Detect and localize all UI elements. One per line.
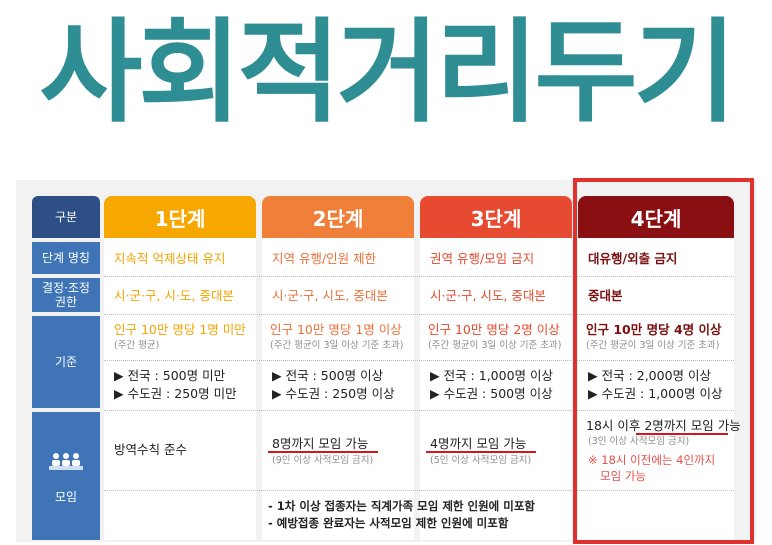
stage-3-authority: 시·군·구, 시도, 중대본 bbox=[430, 288, 546, 303]
stage-1-bullet-capital: ▶ 수도권 : 250명 미만 bbox=[114, 386, 237, 401]
stage-1-column bbox=[104, 238, 256, 540]
stage-1-bullet-national: ▶ 전국 : 500명 미만 bbox=[114, 368, 226, 383]
stage-4-criteria: 인구 10만 명당 4명 이상 bbox=[586, 322, 722, 337]
stage-1-criteria-note: (주간 평균) bbox=[114, 340, 160, 351]
row-divider bbox=[104, 314, 734, 315]
stage-3-header: 3단계 bbox=[420, 196, 572, 238]
stage-4-gathering-exception: ※ 18시 이전에는 4인까지 bbox=[588, 453, 716, 467]
page-title: 사회적거리두기 bbox=[39, 8, 736, 138]
stage-2-criteria-note: (주간 평균이 3일 이상 기준 초과) bbox=[270, 340, 404, 351]
stage-3-column bbox=[420, 238, 572, 540]
stage-2-criteria: 인구 10만 명당 1명 이상 bbox=[270, 322, 402, 337]
people-meeting-icon bbox=[49, 453, 83, 470]
stage-2-gathering-note: (9인 이상 사적모임 금지) bbox=[272, 455, 374, 466]
row-label-gathering: 모임 bbox=[32, 412, 100, 540]
row-label-category: 구분 bbox=[32, 196, 100, 238]
stage-3-gathering-underline bbox=[426, 451, 536, 453]
footnote-vaccinated-family: - 1차 이상 접종자는 직계가족 모임 제한 인원에 미포함 bbox=[268, 499, 535, 513]
stage-1-name: 지속적 억제상태 유지 bbox=[114, 251, 226, 266]
row-divider bbox=[104, 276, 734, 277]
stage-3-gathering-note: (5인 이상 사적모임 금지) bbox=[430, 455, 532, 466]
stage-3-bullet-national: ▶ 전국 : 1,000명 이상 bbox=[430, 368, 554, 383]
stage-1-header: 1단계 bbox=[104, 196, 256, 238]
stage-2-column bbox=[262, 238, 414, 540]
stage-2-gathering: 8명까지 모임 가능 bbox=[272, 436, 369, 451]
stage-3-criteria: 인구 10만 명당 2명 이상 bbox=[428, 322, 560, 337]
stage-4-gathering-main: 2명까지 모임 가능 bbox=[644, 418, 741, 433]
row-divider bbox=[104, 490, 734, 491]
stage-4-column bbox=[578, 238, 734, 540]
stage-4-authority: 중대본 bbox=[588, 288, 623, 303]
stage-3-criteria-note: (주간 평균이 3일 이상 기준 초과) bbox=[428, 340, 562, 351]
row-label-criteria: 기준 bbox=[32, 316, 100, 408]
stage-4-gathering: 18시 이후 2명까지 모임 가능 bbox=[586, 418, 741, 434]
stage-4-gathering-prefix: 18시 이후 bbox=[586, 418, 645, 433]
stage-4-bullet-national: ▶ 전국 : 2,000명 이상 bbox=[588, 368, 712, 383]
stage-2-name: 지역 유행/인원 제한 bbox=[272, 251, 377, 266]
stage-2-header: 2단계 bbox=[262, 196, 414, 238]
stage-4-gathering-underline bbox=[636, 433, 728, 435]
stage-1-authority: 시·군·구, 시·도, 중대본 bbox=[114, 288, 234, 303]
row-divider bbox=[104, 410, 734, 411]
stage-4-criteria-note: (주간 평균이 3일 이상 기준 초과) bbox=[586, 340, 720, 351]
stage-1-gathering: 방역수칙 준수 bbox=[114, 442, 187, 457]
row-label-authority: 결정·조정 권한 bbox=[32, 278, 100, 312]
stage-4-header: 4단계 bbox=[578, 196, 734, 238]
stage-2-bullet-capital: ▶ 수도권 : 250명 이상 bbox=[272, 386, 395, 401]
stage-1-criteria: 인구 10만 명당 1명 미만 bbox=[114, 322, 246, 337]
stage-3-name: 권역 유행/모임 금지 bbox=[430, 251, 535, 266]
stage-2-bullet-national: ▶ 전국 : 500명 이상 bbox=[272, 368, 384, 383]
row-label-stage-name: 단계 명칭 bbox=[32, 242, 100, 274]
row-divider bbox=[104, 360, 734, 361]
stage-2-authority: 시·군·구, 시도, 중대본 bbox=[272, 288, 388, 303]
stage-2-gathering-underline bbox=[268, 451, 378, 453]
stage-4-name: 대유행/외출 금지 bbox=[588, 251, 678, 266]
footnote-fully-vaccinated: - 예방접종 완료자는 사적모임 제한 인원에 미포함 bbox=[268, 516, 509, 530]
stage-4-gathering-note: (3인 이상 사적모임 금지) bbox=[588, 436, 690, 447]
stage-4-bullet-capital: ▶ 수도권 : 1,000명 이상 bbox=[588, 386, 723, 401]
stage-3-gathering: 4명까지 모임 가능 bbox=[430, 436, 527, 451]
stage-3-bullet-capital: ▶ 수도권 : 500명 이상 bbox=[430, 386, 553, 401]
stage-4-highlight-frame bbox=[573, 178, 754, 544]
stage-4-gathering-exception-cont: 모임 가능 bbox=[600, 469, 646, 483]
